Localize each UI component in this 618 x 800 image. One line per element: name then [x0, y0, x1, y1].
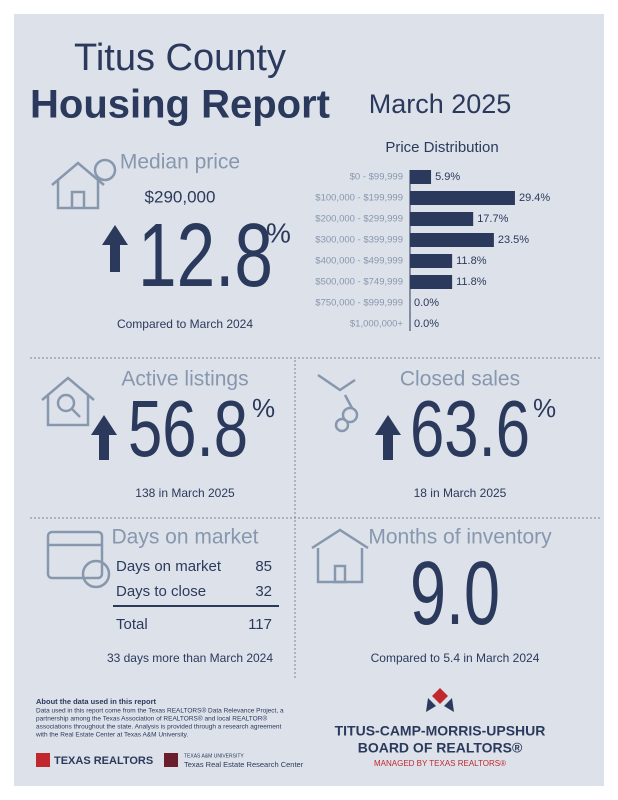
row-value: 85 [255, 558, 272, 575]
unit: % [533, 393, 556, 423]
category-label: $200,000 - $299,999 [315, 214, 403, 225]
about-line: with the Real Estate Center at Texas A&M… [35, 732, 188, 739]
listing-icon [41, 376, 95, 427]
building-icon [311, 528, 369, 584]
bar [410, 212, 474, 226]
category-label: $1,000,000+ [350, 319, 404, 330]
section-title: Median price [120, 151, 240, 174]
months-value: 9.0 [410, 544, 500, 644]
up-arrow [102, 225, 128, 272]
unit: % [266, 217, 291, 248]
note: Compared to 5.4 in March 2024 [371, 651, 540, 665]
board-star [426, 688, 454, 712]
up-arrow [91, 415, 117, 460]
category-label: $300,000 - $399,999 [315, 235, 403, 246]
board: BOARD OF REALTORS® [358, 740, 523, 756]
title: Titus County [74, 37, 286, 79]
unit: % [252, 393, 275, 423]
title: Housing Report [30, 83, 330, 127]
logo: TEXAS A&M UNIVERSITY [184, 753, 244, 759]
price: $290,000 [145, 187, 216, 206]
note: 33 days more than March 2024 [107, 651, 273, 665]
logo: Texas Real Estate Research Center [184, 760, 304, 769]
logo: TEXAS REALTORS [54, 755, 153, 767]
note: Compared to March 2024 [117, 317, 253, 331]
row-label: Days on market [116, 558, 222, 575]
row-label: Days to close [116, 583, 206, 600]
keys-icon [317, 373, 359, 433]
value-label: 29.4% [519, 192, 550, 204]
value-label: 11.8% [456, 276, 487, 288]
note: 18 in March 2025 [414, 486, 507, 500]
about-line: associations throughout the state. Analy… [36, 724, 282, 731]
bar [410, 233, 494, 247]
logo-mark [164, 753, 178, 767]
section-title: Months of inventory [368, 526, 552, 549]
up-arrow [375, 415, 401, 460]
period: March 2025 [369, 89, 512, 119]
value-label: 0.0% [414, 297, 439, 309]
days-table: Days on market 85 Days to close 32 Total 117 [116, 558, 272, 633]
value-label: 5.9% [435, 171, 460, 183]
about-text: Data used in this report come from the T… [35, 707, 284, 739]
about-title: About the data used in this report [36, 697, 157, 706]
bar [410, 191, 515, 205]
section-title: Days on market [111, 526, 258, 549]
bar [410, 275, 453, 289]
row-label: Total [116, 616, 148, 633]
value-label: 17.7% [477, 213, 508, 225]
board: TITUS-CAMP-MORRIS-UPSHUR [335, 723, 546, 739]
section-title: Active listings [121, 368, 248, 391]
section-title: Closed sales [400, 368, 520, 391]
chart-title: Price Distribution [385, 139, 498, 156]
board: MANAGED BY TEXAS REALTORS® [374, 759, 506, 768]
row-value: 32 [255, 583, 272, 600]
category-label: $0 - $99,999 [350, 172, 403, 183]
change: 12.8 [138, 206, 273, 306]
value-label: 0.0% [414, 318, 439, 330]
about-line: Data used in this report come from the T… [36, 707, 284, 715]
category-label: $750,000 - $999,999 [315, 298, 403, 309]
panel [14, 14, 604, 786]
bar [410, 170, 432, 184]
bar [410, 254, 453, 268]
value-label: 23.5% [498, 234, 529, 246]
note: 138 in March 2025 [135, 486, 235, 500]
change: 63.6 [410, 384, 530, 473]
row-value: 117 [248, 616, 272, 633]
category-label: $100,000 - $199,999 [315, 193, 403, 204]
calendar-icon [46, 530, 111, 589]
logo-mark [36, 753, 50, 767]
about-line: partnership among the Texas Association … [36, 715, 267, 723]
house-icon [51, 158, 117, 210]
change: 56.8 [128, 384, 248, 473]
category-label: $400,000 - $499,999 [315, 256, 403, 267]
value-label: 11.8% [456, 255, 487, 267]
category-label: $500,000 - $749,999 [315, 277, 403, 288]
bar-chart: $0 - $99,999 5.9% $100,000 - $199,999 29.4%… [315, 170, 550, 331]
